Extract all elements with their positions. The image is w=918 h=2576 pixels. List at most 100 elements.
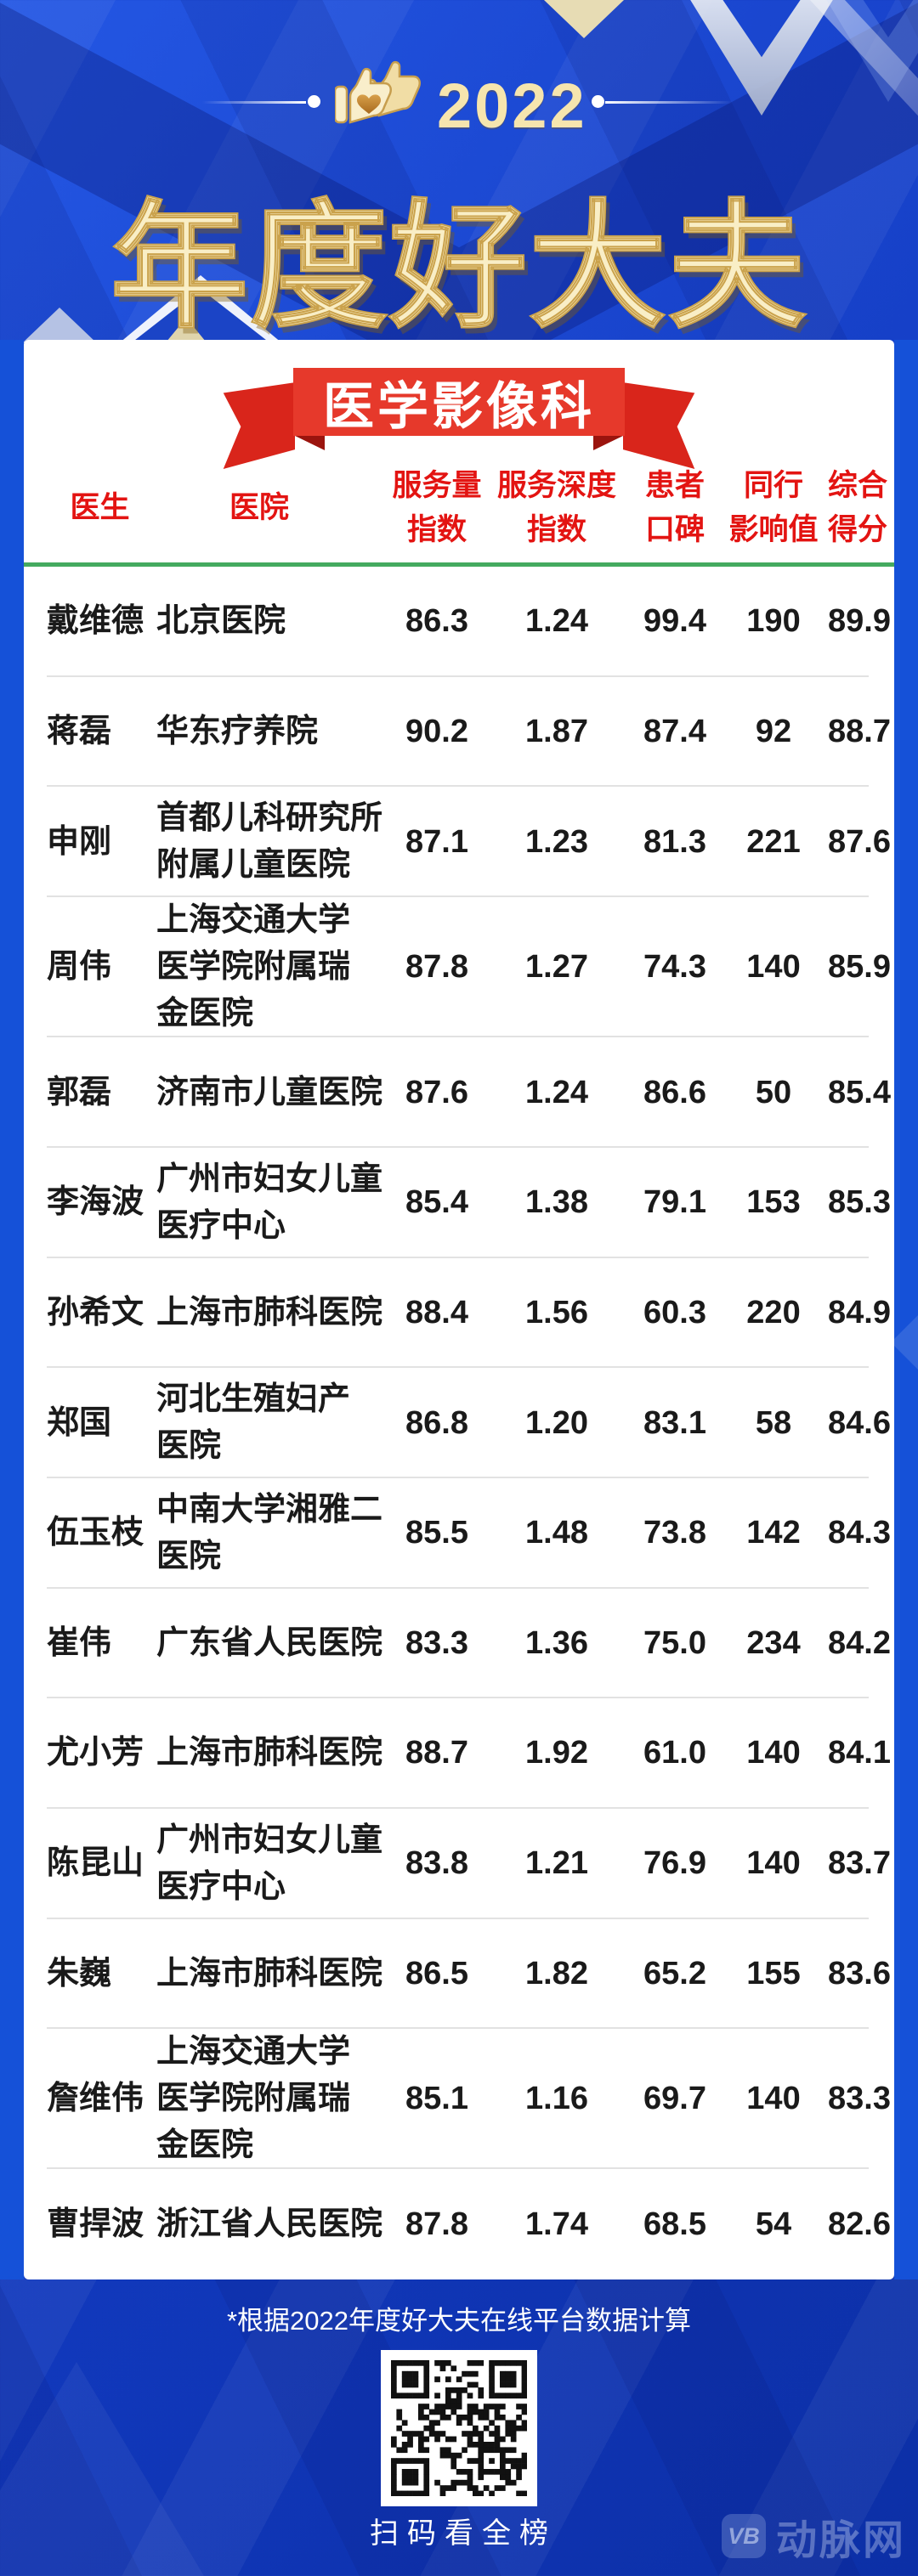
service-depth-cell: 1.24: [525, 603, 588, 640]
qr-caption: 扫码看全榜: [370, 2517, 557, 2550]
service-volume-cell: 87.8: [405, 949, 468, 986]
right-margin-strip: [894, 340, 918, 2279]
service-volume-cell: 83.8: [405, 1845, 468, 1882]
service-volume-cell: 87.6: [405, 1074, 468, 1110]
service-volume-cell: 86.5: [405, 1955, 468, 1991]
department-ribbon: 医学影像科: [293, 368, 625, 436]
page-title: 年度好大夫: [110, 189, 808, 345]
doctor-cell: 陈昆山: [47, 1845, 144, 1882]
ribbon-tail-right: [623, 382, 695, 469]
patient-rating-cell: 61.0: [643, 1735, 706, 1771]
hospital-cell: 上海市肺科医院: [156, 1955, 383, 1991]
qr-code-box: [381, 2350, 537, 2506]
column-header-service-volume: 服务量 指数: [392, 468, 482, 547]
table-row: 周伟 上海交通大学 医学院附属瑞 金医院 87.8 1.27 74.3 140 85.9: [24, 897, 894, 1038]
badge-line-right: [605, 101, 733, 104]
doctor-cell: 朱巍: [47, 1955, 112, 1991]
doctor-cell: 孙希文: [47, 1294, 144, 1330]
service-depth-cell: 1.36: [525, 1624, 588, 1661]
service-depth-cell: 1.92: [525, 1735, 588, 1771]
service-volume-cell: 86.8: [405, 1404, 468, 1441]
column-header-doctor: 医生: [70, 490, 130, 524]
service-depth-cell: 1.24: [525, 1074, 588, 1110]
patient-rating-cell: 73.8: [643, 1515, 706, 1551]
vb-logo-icon: VB: [721, 2514, 766, 2558]
overall-score-cell: 83.6: [828, 1955, 891, 1991]
service-depth-cell: 1.48: [525, 1515, 588, 1551]
overall-score-cell: 88.7: [828, 713, 891, 749]
table-row: 蒋磊 华东疗养院 90.2 1.87 87.4 92 88.7: [24, 677, 894, 788]
table-row: 郑国 河北生殖妇产 医院 86.8 1.20 83.1 58 84.6: [24, 1368, 894, 1478]
doctor-cell: 戴维德: [47, 603, 144, 640]
column-header-peer-influence: 同行 影响值: [728, 468, 819, 547]
peer-influence-cell: 140: [746, 1735, 801, 1771]
service-volume-cell: 85.4: [405, 1184, 468, 1221]
peer-influence-cell: 153: [746, 1184, 801, 1221]
overall-score-cell: 84.6: [828, 1404, 891, 1441]
patient-rating-cell: 65.2: [643, 1955, 706, 1991]
service-volume-cell: 86.3: [405, 603, 468, 640]
patient-rating-cell: 68.5: [643, 2206, 706, 2242]
patient-rating-cell: 74.3: [643, 949, 706, 986]
patient-rating-cell: 75.0: [643, 1624, 706, 1661]
service-volume-cell: 87.1: [405, 823, 468, 860]
badge-dot-right: [592, 95, 604, 108]
service-volume-cell: 88.7: [405, 1735, 468, 1771]
patient-rating-cell: 76.9: [643, 1845, 706, 1882]
service-volume-cell: 87.8: [405, 2206, 468, 2242]
doctor-cell: 蒋磊: [47, 713, 112, 749]
table-body: 戴维德 北京医院 86.3 1.24 99.4 190 89.9 蒋磊 华东疗养院 90.2 1.8…: [24, 567, 894, 2279]
doctor-cell: 李海波: [47, 1184, 144, 1221]
patient-rating-cell: 83.1: [643, 1404, 706, 1441]
table-row: 伍玉枝 中南大学湘雅二 医院 85.5 1.48 73.8 142 84.3: [24, 1478, 894, 1589]
table-row: 曹捍波 浙江省人民医院 87.8 1.74 68.5 54 82.6: [24, 2169, 894, 2279]
overall-score-cell: 82.6: [828, 2206, 891, 2242]
service-depth-cell: 1.21: [525, 1845, 588, 1882]
service-volume-cell: 85.5: [405, 1515, 468, 1551]
peer-influence-cell: 140: [746, 2081, 801, 2117]
hospital-cell: 浙江省人民医院: [156, 2206, 383, 2242]
patient-rating-cell: 87.4: [643, 713, 706, 749]
table-row: 郭磊 济南市儿童医院 87.6 1.24 86.6 50 85.4: [24, 1037, 894, 1148]
beige-triangle: [544, 0, 624, 38]
peer-influence-cell: 54: [755, 2206, 792, 2242]
service-volume-cell: 90.2: [405, 713, 468, 749]
table-row: 崔伟 广东省人民医院 83.3 1.36 75.0 234 84.2: [24, 1589, 894, 1699]
overall-score-cell: 84.2: [828, 1624, 891, 1661]
hospital-cell: 上海市肺科医院: [156, 1735, 383, 1771]
overall-score-cell: 83.3: [828, 2081, 891, 2117]
data-source-note: *根据2022年度好大夫在线平台数据计算: [226, 2306, 692, 2336]
hospital-cell: 济南市儿童医院: [156, 1074, 383, 1110]
service-depth-cell: 1.74: [525, 2206, 588, 2242]
hospital-cell: 广州市妇女儿童 医疗中心: [156, 1161, 383, 1244]
service-depth-cell: 1.82: [525, 1955, 588, 1991]
hospital-cell: 上海交通大学 医学院附属瑞 金医院: [156, 901, 351, 1032]
left-margin-strip: [0, 340, 24, 2279]
doctor-cell: 尤小芳: [47, 1735, 144, 1771]
doctor-cell: 詹维伟: [47, 2081, 144, 2117]
overall-score-cell: 87.6: [828, 823, 891, 860]
ranking-card: 医学影像科 医生 医院 服务量 指数 服务深度 指数 患者 口碑 同行 影响值 综合 得分 戴维德 北京…: [24, 340, 894, 2279]
peer-influence-cell: 58: [755, 1404, 792, 1441]
ribbon-fold-left: [293, 435, 325, 450]
badge-year: 2022: [437, 71, 587, 141]
hospital-cell: 中南大学湘雅二 医院: [156, 1491, 383, 1574]
column-header-overall-score: 综合 得分: [828, 468, 888, 547]
overall-score-cell: 84.9: [828, 1294, 891, 1330]
hospital-cell: 河北生殖妇产 医院: [156, 1381, 351, 1465]
patient-rating-cell: 99.4: [643, 603, 706, 640]
ribbon-tail-left: [223, 382, 295, 469]
hospital-cell: 北京医院: [156, 603, 286, 640]
doctor-cell: 郭磊: [47, 1074, 112, 1110]
table-row: 詹维伟 上海交通大学 医学院附属瑞 金医院 85.1 1.16 69.7 140 83.3: [24, 2029, 894, 2170]
doctor-cell: 崔伟: [47, 1624, 112, 1661]
service-depth-cell: 1.56: [525, 1294, 588, 1330]
doctor-cell: 申刚: [47, 823, 112, 860]
peer-influence-cell: 155: [746, 1955, 801, 1991]
overall-score-cell: 85.9: [828, 949, 891, 986]
qr-code: [391, 2360, 528, 2497]
hospital-cell: 华东疗养院: [156, 713, 319, 749]
overall-score-cell: 89.9: [828, 603, 891, 640]
peer-influence-cell: 50: [755, 1074, 792, 1110]
service-depth-cell: 1.23: [525, 823, 588, 860]
